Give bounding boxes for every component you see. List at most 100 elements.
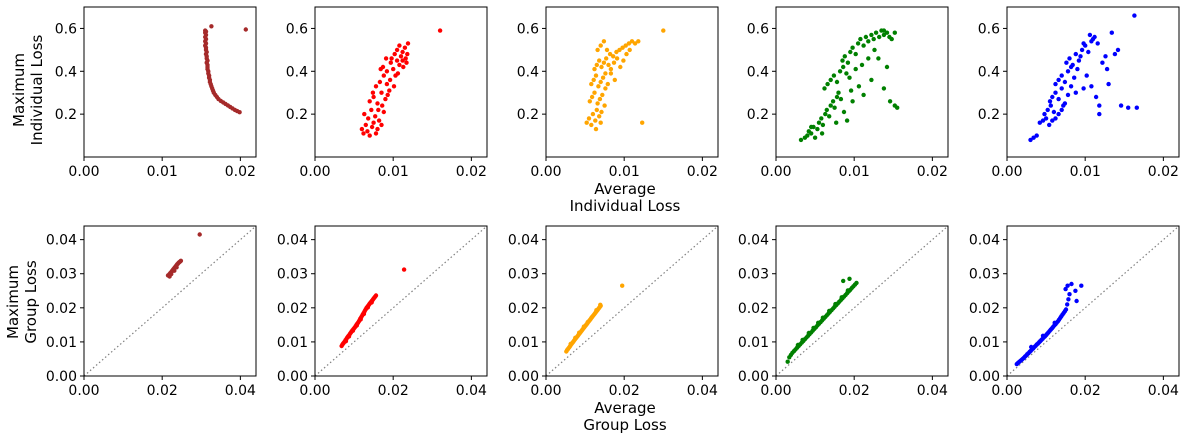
y-tick-label: 0.04 xyxy=(277,233,308,249)
data-point xyxy=(363,122,368,128)
data-point xyxy=(343,339,349,344)
data-point xyxy=(822,86,827,91)
data-point xyxy=(1115,47,1121,53)
data-point xyxy=(400,49,405,55)
y-tick-label: 0.02 xyxy=(969,301,1000,317)
data-point xyxy=(394,47,400,53)
data-point xyxy=(599,109,604,115)
series-points xyxy=(584,28,666,132)
data-point xyxy=(1045,107,1050,113)
data-point xyxy=(1103,54,1108,59)
data-point xyxy=(881,28,887,33)
data-point xyxy=(359,126,365,132)
data-point xyxy=(1106,81,1111,87)
row-1-ylabel-line-2: Individual Loss xyxy=(28,34,46,145)
panel-r2-c3: 0.00 0.02 0.04 0.00 0.01 0.02 0.03 0.04 xyxy=(508,225,719,399)
series-points xyxy=(359,28,443,138)
x-tick-label: 0.02 xyxy=(378,383,409,399)
data-point xyxy=(350,328,356,333)
x-tick-label: 0.00 xyxy=(299,164,330,180)
data-point xyxy=(827,114,832,119)
data-point xyxy=(243,27,248,32)
data-point xyxy=(381,73,386,78)
data-point xyxy=(397,62,402,68)
y-tick-label: 0.6 xyxy=(517,21,539,37)
data-point xyxy=(1042,111,1047,117)
data-point xyxy=(597,114,602,119)
data-point xyxy=(623,43,628,48)
data-point xyxy=(1132,13,1137,18)
data-point xyxy=(1097,111,1102,117)
data-point xyxy=(614,56,620,61)
data-point xyxy=(825,81,830,87)
data-point xyxy=(604,47,610,53)
x-tick-label: 0.01 xyxy=(1070,164,1101,180)
data-point xyxy=(841,278,846,284)
data-point xyxy=(1059,86,1064,91)
y-tick-label: 0.01 xyxy=(46,335,77,351)
data-point xyxy=(373,293,379,298)
data-point xyxy=(871,36,876,42)
data-point xyxy=(1078,54,1083,59)
x-tick-label: 0.04 xyxy=(917,383,948,399)
data-point xyxy=(1081,41,1086,46)
panel-r2-c5: 0.00 0.02 0.04 0.00 0.01 0.02 0.03 0.04 xyxy=(969,225,1180,399)
y-tick-label: 0.02 xyxy=(277,301,308,317)
x-tick-label: 0.00 xyxy=(299,383,330,399)
y-tick-label: 0.01 xyxy=(508,335,539,351)
y-tick-label: 0.03 xyxy=(738,267,769,283)
data-point xyxy=(640,120,645,125)
row-2-xlabel: Average Group Loss xyxy=(583,399,667,434)
data-point xyxy=(827,308,832,314)
data-point xyxy=(1065,69,1071,74)
data-point xyxy=(378,66,383,72)
data-point xyxy=(853,66,858,72)
data-point xyxy=(859,62,865,68)
data-point xyxy=(379,90,384,95)
data-point xyxy=(611,60,617,65)
data-point xyxy=(1079,283,1084,288)
data-point xyxy=(599,64,604,70)
data-point xyxy=(437,28,443,33)
data-point xyxy=(869,32,874,38)
data-point xyxy=(1053,116,1058,121)
data-point xyxy=(1063,286,1068,292)
data-point xyxy=(629,39,635,44)
axes-frame xyxy=(1006,225,1180,377)
data-point xyxy=(881,86,887,91)
data-point xyxy=(1097,103,1102,108)
data-point xyxy=(601,60,607,65)
data-point xyxy=(855,41,861,46)
data-point xyxy=(1067,56,1072,61)
data-point xyxy=(591,77,596,83)
x-tick-label: 0.04 xyxy=(1148,383,1179,399)
data-point xyxy=(595,47,600,53)
data-point xyxy=(881,32,887,38)
data-point xyxy=(840,58,845,63)
data-point xyxy=(1118,103,1124,108)
y-tick-label: 0.04 xyxy=(738,233,769,249)
data-point xyxy=(1056,77,1061,83)
data-point xyxy=(828,77,833,83)
series-points xyxy=(798,28,900,143)
x-tick-label: 0.01 xyxy=(147,164,178,180)
series-points xyxy=(1014,281,1084,367)
x-tick-label: 0.04 xyxy=(456,383,487,399)
data-point xyxy=(600,75,606,80)
data-point xyxy=(172,268,177,273)
x-tick-label: 0.04 xyxy=(687,383,718,399)
data-point xyxy=(597,58,602,63)
y-tick-label: 0.6 xyxy=(747,21,769,37)
data-point xyxy=(346,334,352,339)
data-point xyxy=(1068,84,1074,89)
data-point xyxy=(1089,84,1094,89)
row-1-ylabel: Maximum Individual Loss xyxy=(10,34,46,145)
y-tick-label: 0.6 xyxy=(978,21,1000,37)
data-point xyxy=(385,92,390,98)
data-point xyxy=(595,101,600,106)
data-point xyxy=(620,283,625,288)
data-point xyxy=(820,122,826,128)
identity-line xyxy=(546,226,718,376)
data-point xyxy=(589,122,594,128)
data-point xyxy=(812,135,818,140)
